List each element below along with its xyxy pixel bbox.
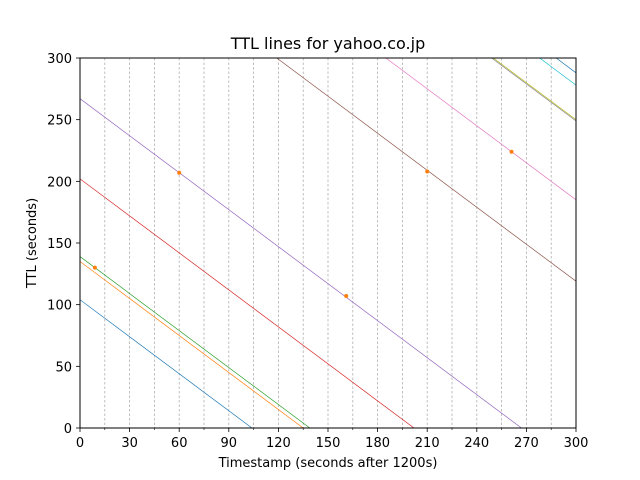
ttl-line	[80, 256, 311, 428]
vertical-gridlines	[104, 58, 552, 428]
ttl-line	[80, 98, 522, 428]
y-tick-label: 50	[55, 360, 72, 375]
observation-point	[177, 170, 182, 175]
ttl-line	[491, 58, 576, 122]
x-tick-label: 0	[76, 436, 84, 451]
y-tick-label: 200	[47, 175, 72, 190]
ttl-line	[276, 58, 576, 282]
observation-point	[509, 149, 514, 154]
x-axis-label: Timestamp (seconds after 1200s)	[218, 456, 438, 471]
x-axis-ticks: 0 30 60 90 120 150 180 210 240 270 300	[76, 428, 589, 451]
x-tick-label: 150	[316, 436, 341, 451]
ttl-line	[539, 58, 576, 86]
y-tick-label: 100	[47, 299, 72, 314]
x-tick-label: 30	[121, 436, 138, 451]
ttl-line	[385, 58, 576, 201]
ttl-line	[80, 178, 415, 428]
y-tick-label: 250	[47, 114, 72, 129]
ttl-line	[555, 58, 576, 74]
y-axis-ticks: 0 50 100 150 200 250 300	[47, 52, 80, 437]
observation-point	[92, 265, 97, 270]
x-tick-label: 240	[464, 436, 489, 451]
x-tick-label: 120	[266, 436, 291, 451]
x-tick-label: 210	[415, 436, 440, 451]
ttl-line	[80, 261, 304, 428]
observation-point	[425, 169, 430, 174]
observation-points	[92, 149, 514, 299]
x-tick-label: 300	[564, 436, 589, 451]
x-tick-label: 270	[514, 436, 539, 451]
x-tick-label: 60	[171, 436, 188, 451]
y-tick-label: 300	[47, 52, 72, 67]
ttl-line	[80, 299, 253, 428]
x-tick-label: 180	[365, 436, 390, 451]
ttl-line	[493, 58, 576, 120]
x-tick-label: 90	[221, 436, 238, 451]
chart-title: TTL lines for yahoo.co.jp	[230, 34, 425, 53]
ttl-lines	[80, 58, 576, 428]
observation-point	[344, 294, 349, 299]
y-tick-label: 0	[64, 422, 72, 437]
y-tick-label: 150	[47, 237, 72, 252]
y-axis-label: TTL (seconds)	[25, 198, 40, 289]
